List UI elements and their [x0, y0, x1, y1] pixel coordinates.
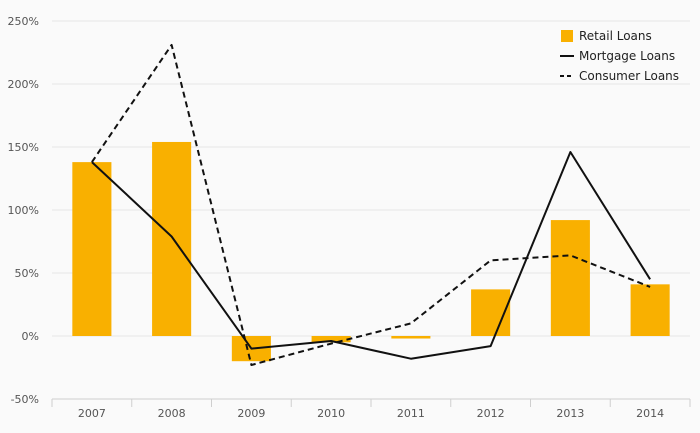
x-axis: 2007 2008 2009 2010 2011 2012 2013 2014 [51, 398, 691, 420]
x-tick-label: 2012 [477, 407, 505, 420]
y-tick-label: 250% [8, 15, 39, 28]
legend: Retail Loans Mortgage Loans Consumer Loans [560, 29, 679, 83]
x-tick-label: 2010 [317, 407, 345, 420]
y-tick-label: 0% [22, 330, 39, 343]
bar-retail-loans [550, 220, 590, 336]
y-tick-label: 50% [15, 267, 39, 280]
line-consumer-loans [91, 43, 651, 366]
retail-loans-bars [72, 141, 670, 362]
bar-retail-loans [152, 141, 192, 336]
legend-label: Mortgage Loans [579, 49, 675, 63]
y-tick-label: 100% [8, 204, 39, 217]
legend-label: Consumer Loans [579, 69, 679, 83]
y-axis-ticks: -50% 0% 50% 100% 150% 200% 250% [8, 15, 39, 406]
x-tick-label: 2007 [78, 407, 106, 420]
bar-retail-loans [311, 336, 351, 343]
loan-lines [91, 43, 651, 366]
x-tick-label: 2008 [158, 407, 186, 420]
line-mortgage-loans [91, 151, 651, 360]
x-tick-label: 2009 [237, 407, 265, 420]
bar-retail-loans [630, 284, 670, 336]
y-tick-label: 150% [8, 141, 39, 154]
x-tick-label: 2014 [636, 407, 664, 420]
bar-retail-loans [72, 162, 112, 336]
y-tick-label: -50% [11, 393, 39, 406]
legend-swatch-bar [561, 30, 573, 42]
bar-retail-loans [391, 336, 431, 339]
legend-label: Retail Loans [579, 29, 652, 43]
x-tick-label: 2011 [397, 407, 425, 420]
y-tick-label: 200% [8, 78, 39, 91]
x-tick-label: 2013 [556, 407, 584, 420]
